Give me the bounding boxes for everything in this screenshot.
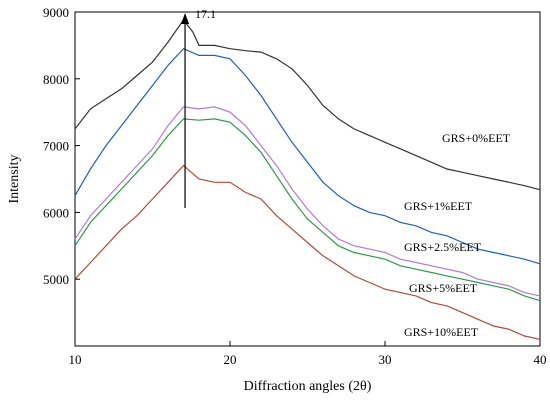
series-label-2: GRS+2.5%EET: [404, 240, 482, 254]
x-tick-label: 20: [224, 352, 237, 367]
x-tick-label: 10: [69, 352, 82, 367]
plot-area: [74, 11, 541, 347]
series-label-0: GRS+0%EET: [442, 131, 511, 145]
peak-annotation: 17.1: [181, 7, 216, 208]
series-line-1: [74, 47, 541, 265]
x-tick-label: 40: [534, 352, 547, 367]
series-line-4: [74, 164, 541, 340]
series-label-4: GRS+10%EET: [404, 325, 479, 339]
series-line-0: [74, 18, 541, 191]
annotation-arrow-head: [181, 13, 190, 24]
y-tick-label: 8000: [43, 72, 69, 87]
series-line-2: [74, 106, 541, 297]
y-axis-ticks: 5000 6000 7000 8000 9000: [43, 5, 80, 287]
series-label-3: GRS+5%EET: [409, 281, 478, 295]
series-line-3: [74, 118, 541, 302]
x-axis-ticks: 10 20 30 40: [69, 341, 547, 367]
y-tick-label: 6000: [43, 205, 69, 220]
y-tick-label: 7000: [43, 139, 69, 154]
y-tick-label: 9000: [43, 5, 69, 20]
x-tick-label: 30: [379, 352, 392, 367]
y-axis-label: Intensity: [7, 155, 22, 204]
plot-frame: [74, 11, 541, 347]
series-label-1: GRS+1%EET: [404, 199, 473, 213]
annotation-label: 17.1: [195, 7, 216, 21]
x-axis-label: Diffraction angles (2θ): [244, 379, 372, 394]
y-tick-label: 5000: [43, 272, 69, 287]
series-layer: GRS+0%EET GRS+1%EET GRS+2.5%EET GRS+5%EET GR…: [74, 18, 541, 340]
